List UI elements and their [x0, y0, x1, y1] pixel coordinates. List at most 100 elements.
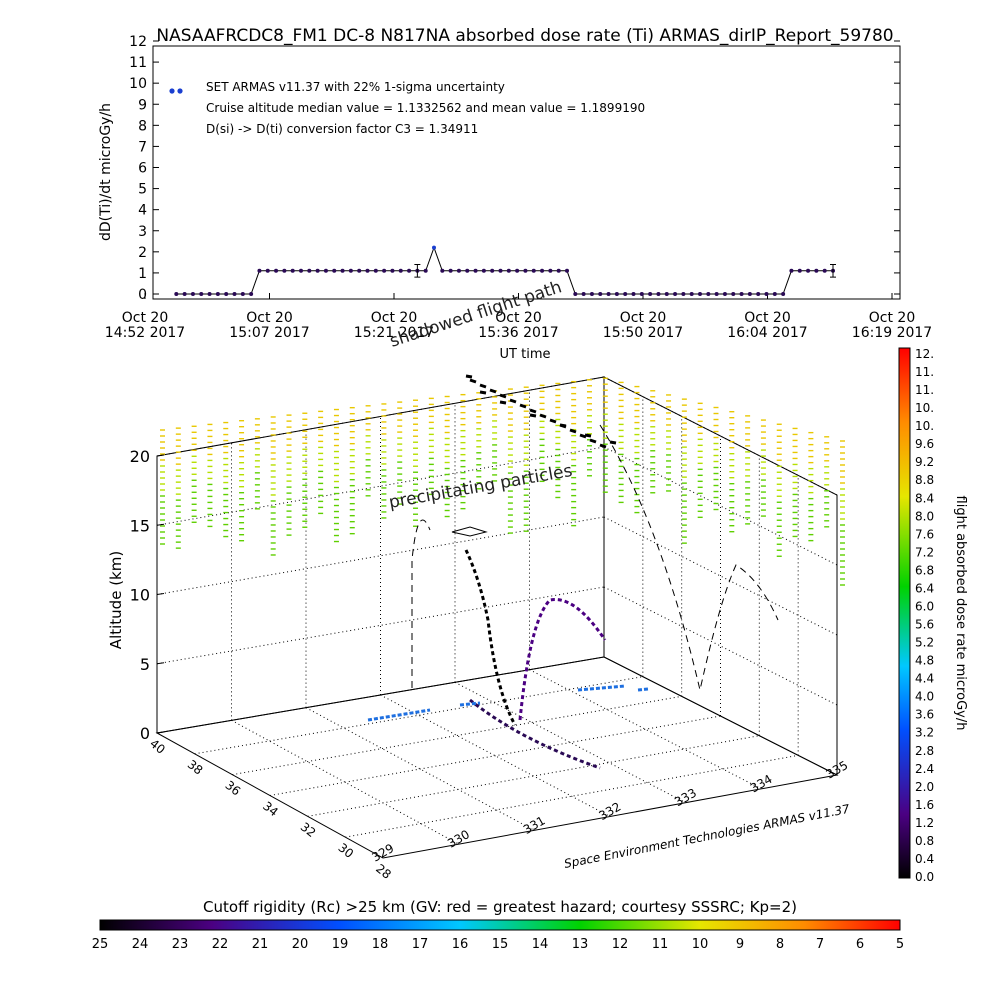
figure-title: NASAAFRCDC8_FM1 DC-8 N817NA absorbed dos…	[156, 26, 893, 46]
rigidity-colorbar-tick-label: 9	[736, 937, 744, 952]
dose-rate-point	[673, 292, 678, 296]
flight-path-mark	[509, 398, 517, 404]
dose-rate-point	[731, 292, 736, 296]
dose-rate-point	[407, 268, 412, 273]
top-x-tick-time: 14:52 2017	[105, 325, 185, 341]
dose-colorbar-tick-label: 2.0	[915, 780, 934, 794]
dose-colorbar-tick-label: 4.0	[915, 690, 934, 704]
dose-colorbar-tick-label: 12.	[915, 347, 934, 361]
top-chart-ylabel: dD(Ti)/dt microGy/h	[98, 103, 114, 241]
rigidity-colorbar-tick-label: 24	[132, 937, 149, 952]
dose-rate-point	[764, 292, 769, 296]
dose-colorbar-tick-label: 7.6	[915, 527, 934, 541]
flight-path	[367, 374, 779, 770]
dose-rate-point	[365, 268, 370, 273]
dose-rate-point	[814, 268, 819, 273]
dose-rate-series	[174, 245, 836, 296]
flight-path-mark	[479, 383, 487, 389]
dose-rate-point	[681, 292, 686, 296]
top-y-tick-label: 5	[138, 182, 147, 198]
dose-rate-point	[473, 268, 478, 273]
dose-colorbar-tick-label: 1.6	[915, 798, 934, 812]
floor-plane	[155, 656, 839, 859]
longitude-tick-label: 331	[521, 813, 548, 837]
longitude-tick-label: 332	[597, 800, 624, 824]
dose-rate-point	[698, 292, 702, 296]
dose-rate-point	[465, 268, 470, 273]
rigidity-colorbar-tick-label: 14	[532, 937, 549, 952]
dose-rate-point	[249, 292, 254, 296]
descent-path	[464, 549, 517, 726]
flight-path-mark	[589, 438, 597, 444]
dose-colorbar-tick-label: 9.2	[915, 455, 934, 469]
dose-rate-point	[664, 292, 669, 296]
dose-colorbar-tick-label: 8.8	[915, 473, 934, 487]
dose-colorbar-tick-label: 11.	[915, 383, 934, 397]
rigidity-colorbar-tick-label: 10	[692, 937, 709, 952]
latitude-tick-label: 40	[147, 736, 168, 756]
dose-colorbar-label: flight absorbed dose rate microGy/h	[953, 496, 968, 731]
top-x-tick-date: Oct 20	[371, 310, 417, 326]
dose-rate-point	[307, 268, 312, 273]
aircraft-marker	[451, 526, 488, 537]
rigidity-colorbar-tick-label: 12	[612, 937, 629, 952]
dose-rate-point	[540, 268, 545, 273]
dose-colorbar-tick-label: 8.4	[915, 491, 934, 505]
dose-rate-point	[174, 292, 179, 296]
latitude-tick-label: 38	[185, 757, 206, 777]
dose-rate-point	[357, 268, 362, 273]
dose-rate-point	[190, 292, 195, 296]
longitude-tick-label: 333	[672, 786, 699, 810]
dose-rate-point	[515, 268, 520, 273]
dose-colorbar-tick-label: 6.4	[915, 581, 934, 595]
dose-rate-point	[656, 292, 661, 296]
top-x-tick-time: 15:07 2017	[229, 325, 309, 341]
dose-colorbar-tick-label: 4.8	[915, 654, 934, 668]
median-text: Cruise altitude median value = 1.1332562…	[206, 101, 645, 115]
dose-rate-point	[315, 268, 320, 273]
dose-rate-point	[631, 292, 636, 296]
dose-rate-point	[689, 292, 694, 296]
altitude-tick-label: 15	[130, 516, 150, 535]
rigidity-colorbar-tick-label: 8	[776, 937, 784, 952]
flight-path-mark	[584, 433, 592, 438]
dose-rate-point	[648, 292, 653, 296]
dose-rate-point	[432, 245, 436, 250]
top-x-tick-time: 16:04 2017	[727, 325, 807, 341]
rigidity-colorbar-tick-label: 20	[292, 937, 309, 952]
top-y-tick-label: 12	[129, 34, 147, 50]
dose-colorbar-tick-label: 5.2	[915, 636, 934, 650]
rigidity-colorbar-tick-label: 11	[652, 937, 669, 952]
dose-rate-point	[423, 268, 428, 273]
dose-rate-point	[589, 292, 594, 296]
top-x-tick-date: Oct 20	[620, 310, 666, 326]
error-bar	[414, 263, 421, 278]
dose-rate-point	[373, 268, 378, 273]
dose-colorbar-tick-label: 6.0	[915, 599, 934, 613]
dose-rate-point	[789, 268, 794, 273]
rigidity-colorbar: Cutoff rigidity (Rc) >25 km (GV: red = g…	[92, 898, 904, 952]
dose-rate-point	[822, 268, 827, 273]
dose-rate-point	[581, 292, 586, 296]
dose-colorbar-tick-label: 7.2	[915, 545, 934, 559]
dose-rate-point	[739, 292, 744, 296]
dose-rate-point	[523, 268, 528, 273]
longitude-tick-label: 335	[824, 758, 851, 782]
dose-colorbar-ticks: 0.0 0.4 0.8 1.2 1.6 2.0 2.4 2.8 3.2 3.6 4.0 4.4 4.8 5…	[915, 347, 934, 884]
dose-rate-point	[448, 268, 453, 273]
dose-rate-point	[199, 292, 204, 296]
dose-rate-point	[299, 268, 303, 273]
dose-colorbar-tick-label: 6.8	[915, 563, 934, 577]
altitude-tick	[156, 454, 165, 457]
rigidity-colorbar-tick-label: 19	[332, 937, 349, 952]
dose-rate-point	[290, 268, 295, 273]
dose-rate-point	[606, 292, 611, 296]
dose-rate-point	[573, 292, 578, 296]
rigidity-colorbar-tick-label: 17	[412, 937, 429, 952]
dose-rate-point	[456, 268, 461, 273]
rigidity-colorbar-tick-label: 25	[92, 937, 109, 952]
rigidity-colorbar-tick-label: 5	[896, 937, 904, 952]
